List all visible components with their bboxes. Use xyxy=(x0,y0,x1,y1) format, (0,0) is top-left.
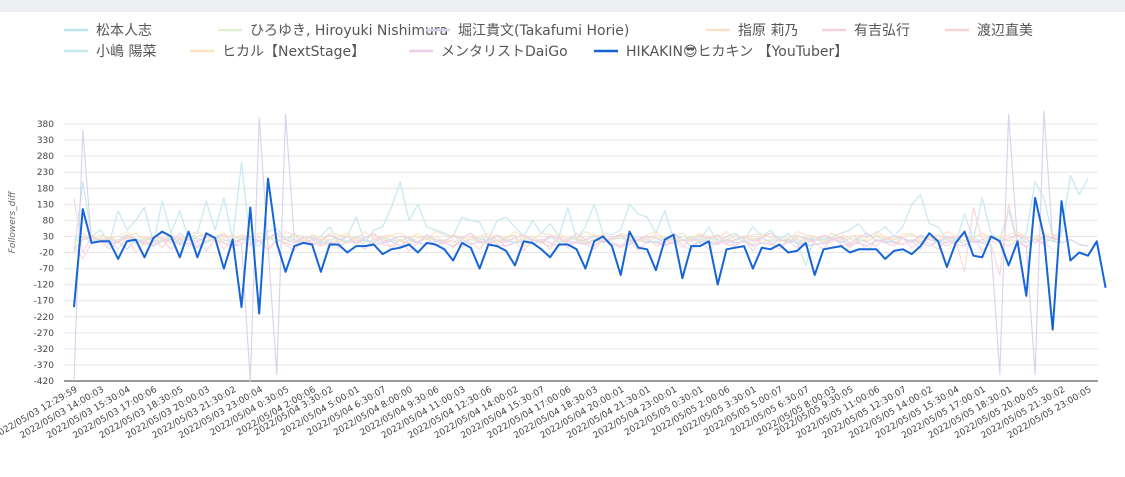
y-tick-label-4: 180 xyxy=(37,184,54,194)
y-tick-label-1: 330 xyxy=(37,136,54,146)
legend-label-9: HIKAKIN😎ヒカキン 【YouTuber】 xyxy=(626,44,848,60)
legend-label-6: 小嶋 陽菜 xyxy=(96,44,156,60)
legend-label-5: 渡辺直美 xyxy=(977,22,1033,39)
y-tick-label-0: 380 xyxy=(37,120,54,130)
legend-item-6: 小嶋 陽菜 xyxy=(64,44,156,60)
legend-label-0: 松本人志 xyxy=(96,23,152,39)
legend-item-9: HIKAKIN😎ヒカキン 【YouTuber】 xyxy=(594,44,848,60)
legend-label-7: ヒカル【NextStage】 xyxy=(222,44,365,60)
series-8-line xyxy=(73,232,1062,250)
top-bar xyxy=(0,0,1125,12)
legend-item-5: 渡辺直美 xyxy=(945,22,1033,39)
y-tick-label-8: -20 xyxy=(39,249,54,259)
y-tick-label-7: 30 xyxy=(43,232,55,242)
y-tick-label-9: -70 xyxy=(39,265,54,275)
series-7-line xyxy=(73,232,1062,242)
y-tick-label-12: -220 xyxy=(34,313,55,323)
y-tick-label-11: -170 xyxy=(34,297,55,307)
y-tick-label-14: -320 xyxy=(34,345,55,355)
legend-label-4: 有吉弘行 xyxy=(854,23,910,39)
legend-item-4: 有吉弘行 xyxy=(822,23,910,39)
y-tick-label-16: -420 xyxy=(34,377,55,387)
legend-item-2: 堀江貴文(Takafumi Horie) xyxy=(426,23,629,39)
series-4-line xyxy=(73,235,1054,260)
legend-item-3: 指原 莉乃 xyxy=(706,23,798,39)
series-9-line xyxy=(73,177,1107,331)
y-tick-label-6: 80 xyxy=(43,216,55,226)
legend-item-8: メンタリストDaiGo xyxy=(409,44,568,60)
legend-label-2: 堀江貴文(Takafumi Horie) xyxy=(458,23,629,39)
y-tick-label-2: 280 xyxy=(37,152,54,162)
y-tick-label-15: -370 xyxy=(34,361,55,371)
y-tick-label-3: 230 xyxy=(37,168,54,178)
legend-item-1: ひろゆき, Hiroyuki Nishimura xyxy=(218,23,448,39)
y-tick-label-13: -270 xyxy=(34,329,55,339)
legend-item-0: 松本人志 xyxy=(64,23,152,39)
legend-label-3: 指原 莉乃 xyxy=(738,23,798,39)
y-tick-label-5: 130 xyxy=(37,200,54,210)
y-axis-title: Followers_diff xyxy=(8,190,18,253)
legend-item-7: ヒカル【NextStage】 xyxy=(190,44,365,60)
series-0-line xyxy=(73,162,1089,266)
y-tick-label-10: -120 xyxy=(34,281,55,291)
legend: 松本人志 ひろゆき, Hiroyuki Nishimura 堀江貴文(Takafum… xyxy=(64,22,1033,60)
legend-label-8: メンタリストDaiGo xyxy=(441,44,568,60)
grid xyxy=(64,123,1098,382)
legend-label-1: ひろゆき, Hiroyuki Nishimura xyxy=(250,23,448,39)
